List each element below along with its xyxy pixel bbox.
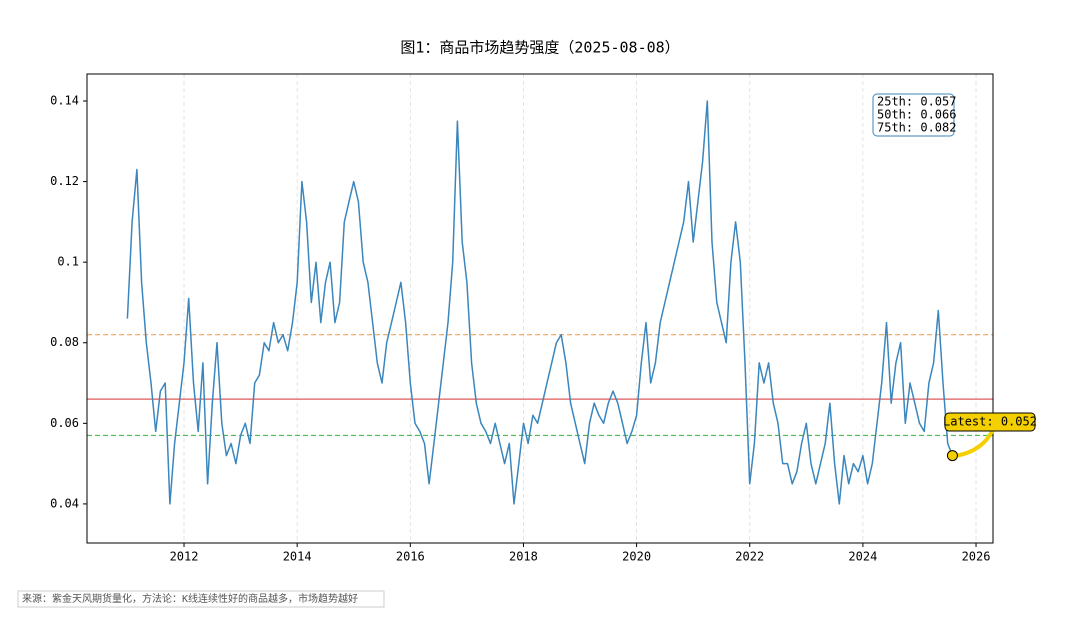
chart-title: 图1：商品市场趋势强度（2025-08-08）: [400, 39, 679, 57]
percentile-box: [872, 93, 955, 137]
latest-box: [944, 412, 1036, 432]
x-tick-label: 2024: [848, 550, 877, 564]
y-tick-label: 0.14: [50, 93, 79, 107]
y-tick-label: 0.1: [57, 255, 79, 269]
y-tick-label: 0.12: [50, 174, 79, 188]
x-tick-label: 2016: [396, 550, 425, 564]
x-tick-label: 2014: [283, 550, 312, 564]
x-tick-label: 2022: [735, 550, 764, 564]
latest-label: Latest: 0.052: [943, 415, 1037, 429]
x-tick-label: 2018: [509, 550, 538, 564]
footer-box: [17, 590, 385, 608]
latest-point: [946, 450, 958, 462]
latest-arrow: [957, 429, 995, 458]
y-tick-label: 0.04: [50, 496, 79, 510]
y-tick-label: 0.08: [50, 335, 79, 349]
percentile-text: 50th: 0.066: [877, 108, 956, 122]
data-line: [126, 100, 954, 505]
footer: 来源：紫金天风期货量化，方法论：K线连续性好的商品越多，市场趋势越好: [22, 592, 358, 605]
percentile-text: 25th: 0.057: [877, 95, 956, 109]
percentile-text: 75th: 0.082: [877, 121, 956, 135]
x-tick-label: 2020: [622, 550, 651, 564]
x-tick-label: 2012: [170, 550, 199, 564]
x-tick-label: 2026: [962, 550, 991, 564]
axes-frame: [86, 73, 994, 544]
y-tick-label: 0.06: [50, 416, 79, 430]
